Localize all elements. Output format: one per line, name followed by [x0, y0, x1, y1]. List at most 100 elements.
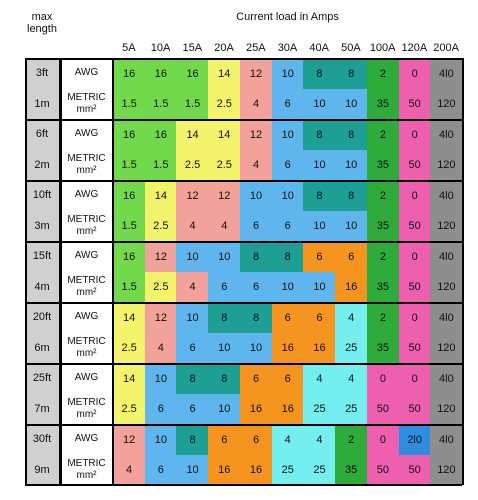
gauge-cell: 10 — [271, 119, 304, 150]
length-feet: 20ft — [25, 302, 60, 333]
gauge-cell: 10 — [303, 271, 336, 303]
gauge-cell: 6 — [271, 149, 304, 181]
gauge-cell: 10 — [271, 180, 304, 211]
gauge-cell: 10 — [208, 332, 241, 364]
gauge-cell: 10 — [176, 454, 209, 486]
gauge-cell: 4l0 — [430, 119, 463, 150]
gauge-cell: 10 — [271, 58, 304, 89]
gauge-cell: 2.5 — [144, 271, 177, 303]
gauge-cell: 50 — [398, 332, 431, 364]
gauge-cell: 6 — [303, 302, 336, 333]
gauge-cell: 8 — [303, 180, 336, 211]
gauge-cell: 10 — [239, 180, 273, 211]
gauge-cell: 2 — [366, 119, 400, 150]
gauge-cell: 2.5 — [144, 210, 177, 242]
gauge-cell: 6 — [303, 241, 336, 272]
gauge-cell: 8 — [303, 58, 336, 89]
column-header: 40A — [309, 42, 329, 54]
gauge-cell: 8 — [239, 241, 273, 272]
gauge-cell: 1.5 — [144, 88, 177, 120]
length-meters: 7m — [25, 393, 60, 424]
length-meters: 4m — [25, 271, 60, 302]
gauge-cell: 14 — [208, 58, 241, 89]
gauge-cell: 50 — [398, 393, 431, 425]
awg-label: AWG — [60, 363, 113, 394]
table-border — [60, 58, 62, 485]
awg-label: AWG — [60, 241, 113, 272]
length-meters: 3m — [25, 210, 60, 241]
gauge-cell: 16 — [239, 393, 273, 425]
gauge-cell: 120 — [430, 271, 463, 303]
gauge-cell: 2.5 — [208, 88, 241, 120]
group-divider — [25, 424, 462, 426]
column-header: 30A — [277, 42, 298, 54]
gauge-cell: 10 — [335, 210, 368, 242]
gauge-cell: 2 — [335, 424, 368, 455]
gauge-cell: 0 — [398, 241, 431, 272]
gauge-cell: 4 — [335, 363, 368, 394]
gauge-cell: 16 — [271, 332, 304, 364]
gauge-cell: 6 — [335, 241, 368, 272]
gauge-cell: 4 — [303, 363, 336, 394]
gauge-cell: 0 — [398, 363, 431, 394]
length-meters: 1m — [25, 88, 60, 119]
length-meters: 6m — [25, 332, 60, 363]
column-header: 100A — [369, 42, 396, 54]
gauge-cell: 50 — [398, 271, 431, 303]
gauge-cell: 14 — [144, 180, 177, 211]
gauge-cell: 16 — [113, 180, 146, 211]
gauge-cell: 12 — [208, 180, 241, 211]
gauge-cell: 4l0 — [430, 180, 463, 211]
length-feet: 10ft — [25, 180, 60, 211]
length-feet: 3ft — [25, 58, 60, 89]
group-divider — [25, 180, 462, 182]
awg-label: AWG — [60, 424, 113, 455]
gauge-cell: 1.5 — [113, 88, 146, 120]
gauge-cell: 14 — [208, 119, 241, 150]
awg-label: AWG — [60, 58, 113, 89]
gauge-cell: 10 — [208, 393, 241, 425]
gauge-cell: 8 — [208, 363, 241, 394]
gauge-cell: 16 — [303, 332, 336, 364]
gauge-cell: 6 — [176, 393, 209, 425]
metric-label: METRIC mm² — [66, 393, 107, 424]
corner-label: max length — [27, 11, 57, 35]
gauge-cell: 12 — [144, 302, 177, 333]
gauge-cell: 2 — [366, 241, 400, 272]
gauge-cell: 0 — [398, 58, 431, 89]
metric-label: METRIC mm² — [66, 88, 107, 119]
gauge-cell: 2.5 — [113, 393, 146, 425]
group-divider — [25, 363, 462, 365]
gauge-cell: 16 — [113, 241, 146, 272]
gauge-cell: 4l0 — [430, 363, 463, 394]
gauge-cell: 120 — [430, 210, 463, 242]
gauge-cell: 8 — [176, 363, 209, 394]
metric-label: METRIC mm² — [66, 454, 107, 485]
gauge-cell: 0 — [398, 119, 431, 150]
group-divider — [25, 119, 462, 121]
gauge-cell: 1.5 — [144, 149, 177, 181]
column-header: 200A — [433, 42, 459, 54]
gauge-cell: 8 — [271, 241, 304, 272]
gauge-cell: 8 — [239, 302, 273, 333]
length-feet: 25ft — [25, 363, 60, 394]
metric-label: METRIC mm² — [66, 332, 107, 363]
metric-label: METRIC mm² — [66, 149, 107, 180]
gauge-cell: 1.5 — [176, 88, 209, 120]
gauge-cell: 1.5 — [113, 210, 146, 242]
gauge-cell: 120 — [430, 332, 463, 364]
gauge-cell: 120 — [430, 393, 463, 425]
gauge-cell: 0 — [398, 302, 431, 333]
gauge-cell: 2.5 — [113, 332, 146, 364]
gauge-cell: 25 — [335, 393, 368, 425]
gauge-cell: 35 — [366, 210, 400, 242]
gauge-cell: 8 — [335, 180, 368, 211]
length-feet: 15ft — [25, 241, 60, 272]
gauge-cell: 2 — [366, 302, 400, 333]
awg-label: AWG — [60, 180, 113, 211]
gauge-cell: 2 — [366, 58, 400, 89]
gauge-cell: 8 — [208, 302, 241, 333]
gauge-cell: 16 — [113, 119, 146, 150]
gauge-cell: 0 — [366, 424, 400, 455]
